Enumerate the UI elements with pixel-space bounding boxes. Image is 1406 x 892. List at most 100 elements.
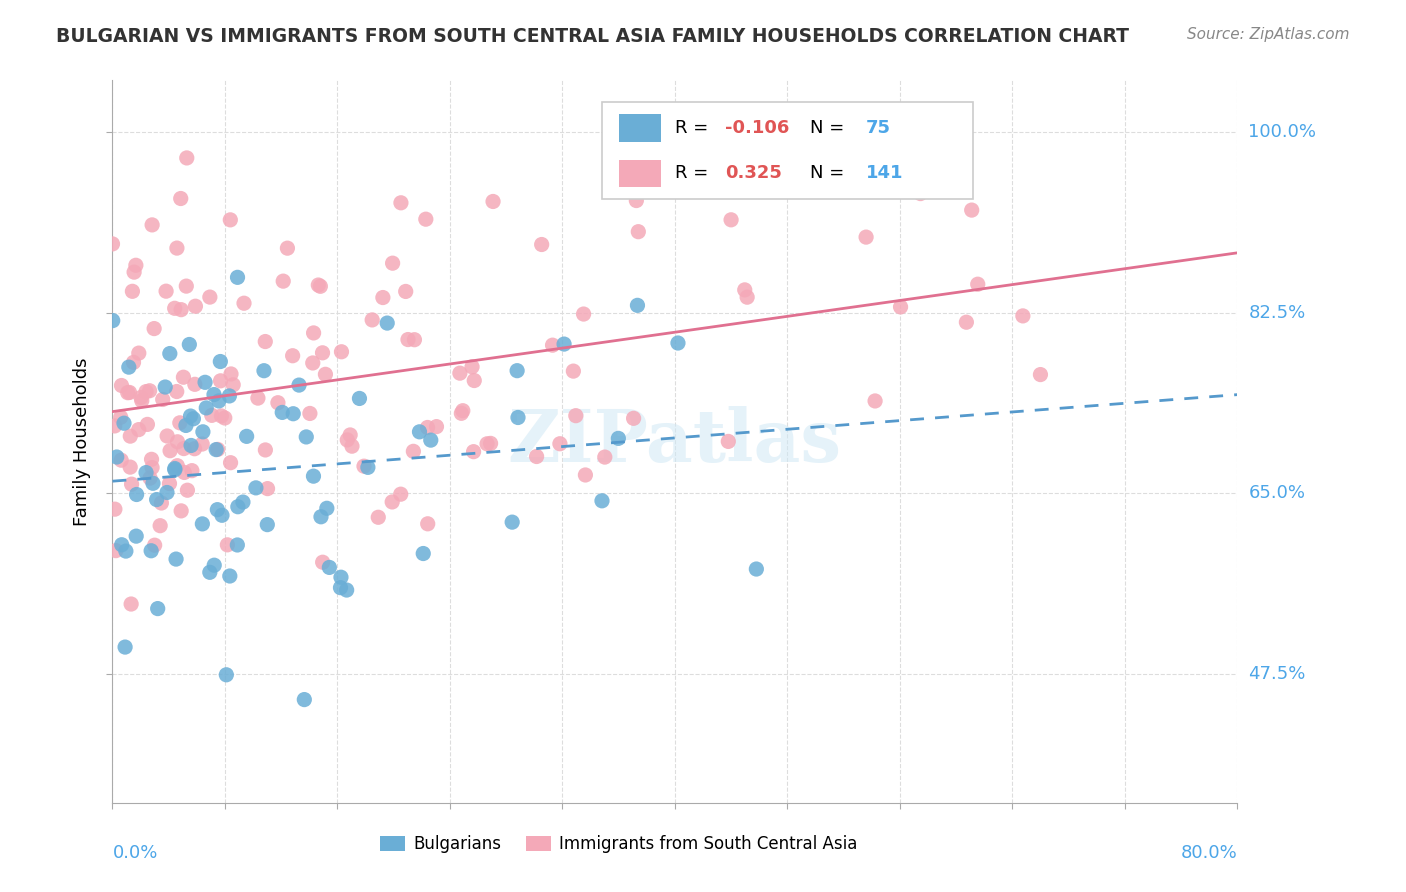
Point: [155, 284, 177, 298]
Point: [163, 301, 186, 316]
Text: 0.0%: 0.0%: [112, 845, 157, 863]
Point: [271, 274, 294, 288]
Point: [159, 346, 181, 360]
Point: [311, 346, 333, 360]
Text: Source: ZipAtlas.com: Source: ZipAtlas.com: [1187, 27, 1350, 42]
Point: [135, 466, 157, 480]
Point: [128, 346, 150, 360]
FancyBboxPatch shape: [619, 114, 661, 142]
Point: [170, 504, 193, 518]
Point: [110, 453, 132, 467]
Point: [292, 692, 315, 706]
Point: [156, 485, 179, 500]
Point: [159, 476, 181, 491]
Point: [101, 236, 124, 251]
Point: [375, 316, 398, 330]
Point: [120, 460, 142, 475]
Point: [717, 434, 740, 449]
Point: [201, 409, 224, 423]
Point: [381, 495, 404, 509]
Point: [361, 313, 384, 327]
Point: [163, 461, 186, 475]
Point: [141, 460, 163, 475]
Point: [208, 393, 231, 408]
Point: [176, 151, 198, 165]
Point: [367, 510, 389, 524]
Point: [449, 366, 471, 380]
Point: [245, 481, 267, 495]
Text: 82.5%: 82.5%: [1249, 303, 1306, 321]
Text: -0.106: -0.106: [725, 119, 790, 137]
Point: [122, 265, 145, 279]
Point: [336, 433, 359, 447]
Point: [402, 444, 425, 458]
Point: [111, 538, 134, 552]
Point: [120, 597, 142, 611]
Point: [191, 437, 214, 451]
Point: [720, 212, 742, 227]
Point: [155, 380, 177, 394]
Point: [226, 270, 249, 285]
Point: [336, 582, 359, 597]
Point: [395, 285, 418, 299]
Point: [526, 450, 548, 464]
Point: [315, 501, 337, 516]
Point: [226, 500, 249, 514]
Point: [475, 437, 498, 451]
Point: [207, 442, 229, 457]
Point: [136, 417, 159, 432]
Point: [412, 547, 434, 561]
Point: [172, 370, 194, 384]
Point: [198, 566, 221, 580]
Point: [146, 601, 169, 615]
Point: [253, 364, 276, 378]
Point: [194, 376, 217, 390]
Text: 100.0%: 100.0%: [1249, 123, 1316, 141]
Point: [215, 667, 238, 681]
Point: [591, 493, 613, 508]
Point: [135, 384, 157, 399]
Point: [309, 279, 332, 293]
Point: [256, 482, 278, 496]
Point: [183, 442, 205, 456]
Point: [381, 256, 404, 270]
Point: [735, 290, 758, 304]
Point: [117, 385, 139, 400]
Point: [218, 569, 240, 583]
Point: [184, 299, 207, 313]
Point: [120, 429, 142, 443]
Point: [139, 471, 162, 485]
Point: [114, 640, 136, 654]
Point: [209, 409, 232, 423]
Point: [141, 218, 163, 232]
Point: [202, 387, 225, 401]
Text: 75: 75: [866, 119, 891, 137]
Text: ZIPatlas: ZIPatlas: [508, 406, 842, 477]
Text: N =: N =: [810, 164, 849, 183]
Point: [152, 392, 174, 407]
Point: [169, 416, 191, 430]
Point: [357, 460, 380, 475]
Point: [271, 405, 294, 419]
Point: [150, 496, 173, 510]
Point: [110, 410, 132, 425]
Point: [408, 425, 430, 439]
Point: [110, 378, 132, 392]
Point: [222, 377, 245, 392]
Point: [340, 439, 363, 453]
Point: [233, 296, 256, 310]
Point: [506, 410, 529, 425]
Point: [184, 377, 207, 392]
Point: [329, 581, 352, 595]
Point: [166, 458, 188, 473]
Point: [235, 429, 257, 443]
Point: [218, 389, 240, 403]
Point: [125, 487, 148, 501]
Point: [104, 543, 127, 558]
Point: [416, 420, 439, 434]
Point: [195, 401, 218, 415]
Point: [863, 394, 886, 409]
Point: [339, 428, 361, 442]
Point: [607, 431, 630, 445]
Point: [115, 544, 138, 558]
